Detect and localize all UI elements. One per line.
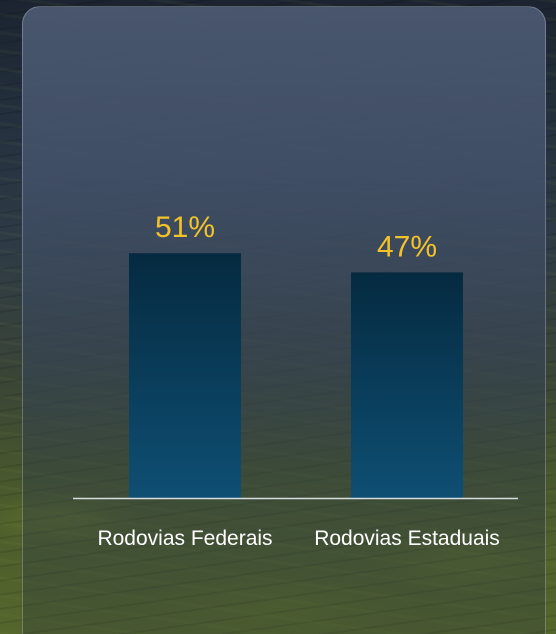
data-label: 47% — [377, 230, 437, 263]
category-label: Rodovias Estaduais — [314, 527, 500, 550]
bars-group — [129, 253, 463, 498]
bar-rodovias-federais — [129, 253, 241, 498]
category-label: Rodovias Federais — [97, 527, 272, 550]
data-labels-group: 51% 47% — [155, 211, 437, 263]
category-labels-group: Rodovias Federais Rodovias Estaduais — [97, 527, 499, 550]
bar-rodovias-estaduais — [351, 272, 463, 498]
data-label: 51% — [155, 211, 215, 244]
